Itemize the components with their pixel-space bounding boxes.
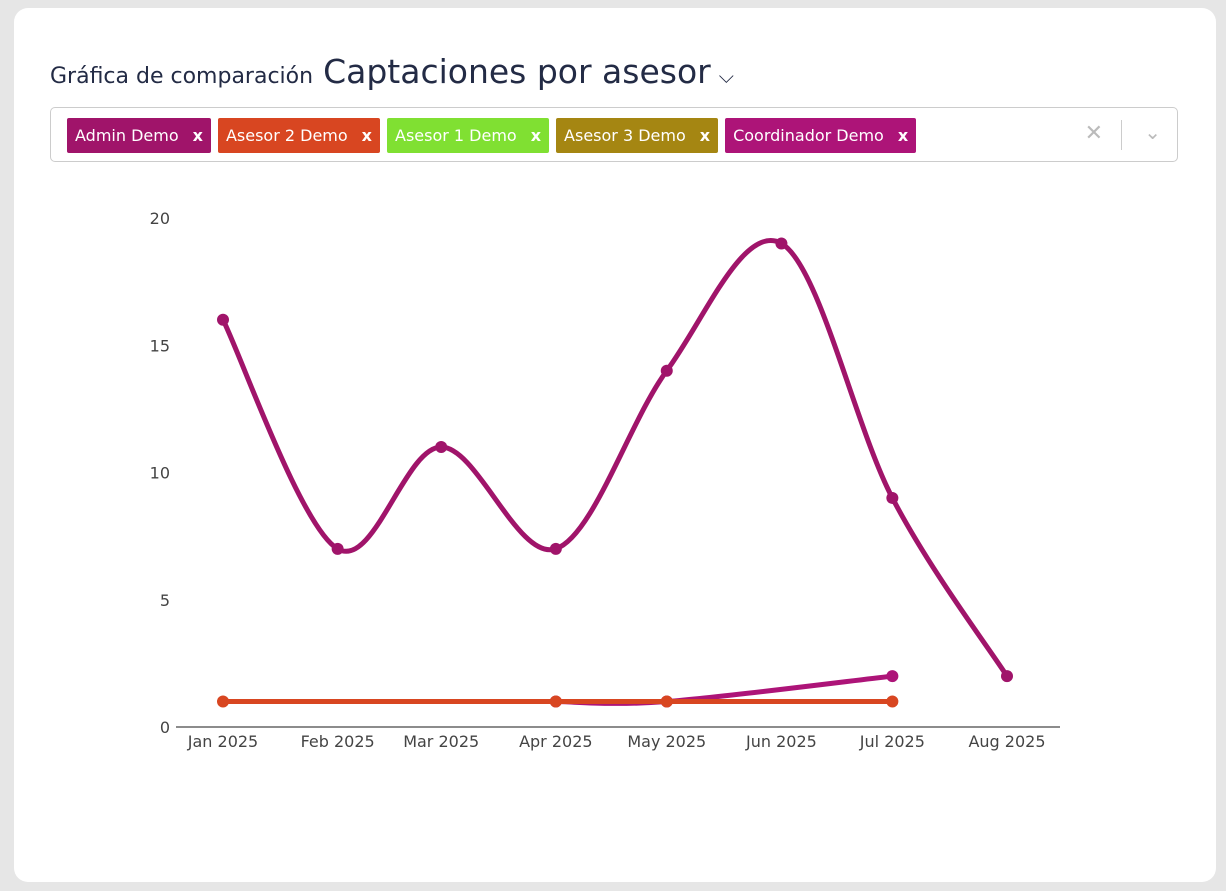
- x-tick-label: Jun 2025: [745, 732, 817, 751]
- tag-label: Coordinador Demo: [733, 126, 884, 145]
- tag-coordinador-demo: Coordinador Demo x: [725, 118, 917, 153]
- x-tick-label: Jan 2025: [187, 732, 258, 751]
- remove-tag-icon[interactable]: x: [361, 126, 372, 145]
- tag-label: Asesor 1 Demo: [395, 126, 517, 145]
- data-point[interactable]: [660, 695, 673, 708]
- data-point[interactable]: [775, 237, 788, 250]
- chart-subtitle: Gráfica de comparación: [50, 64, 314, 89]
- x-tick-label: Mar 2025: [403, 732, 479, 751]
- data-point[interactable]: [331, 542, 344, 555]
- tag-admin-demo: Admin Demo x: [67, 118, 211, 153]
- remove-tag-icon[interactable]: x: [699, 126, 711, 145]
- tag-label: Asesor 2 Demo: [225, 126, 348, 145]
- x-tick-label: Jul 2025: [859, 732, 925, 751]
- data-point[interactable]: [886, 491, 899, 504]
- tag-asesor-3-demo: Asesor 3 Demo x: [556, 118, 719, 153]
- data-point[interactable]: [1001, 670, 1013, 683]
- series-line-admin-demo: [220, 238, 1010, 678]
- tag-asesor-2-demo: Asesor 2 Demo x: [217, 118, 380, 153]
- data-point[interactable]: [660, 364, 673, 377]
- x-tick-label: Apr 2025: [519, 732, 592, 751]
- tag-label: Asesor 3 Demo: [564, 126, 686, 145]
- data-point[interactable]: [549, 695, 562, 708]
- chart-card: Gráfica de comparación Captaciones por a…: [14, 8, 1216, 882]
- divider: [1121, 120, 1122, 150]
- remove-tag-icon[interactable]: x: [530, 126, 542, 145]
- data-point[interactable]: [549, 542, 562, 555]
- remove-tag-icon[interactable]: x: [192, 126, 203, 145]
- y-tick-label: 10: [150, 464, 170, 483]
- y-tick-label: 15: [150, 336, 170, 355]
- y-tick-label: 0: [160, 718, 170, 737]
- x-tick-label: May 2025: [627, 732, 706, 751]
- data-point[interactable]: [886, 695, 899, 708]
- dropdown-chevron-icon[interactable]: ⌄: [1144, 120, 1161, 144]
- tag-asesor-1-demo: Asesor 1 Demo x: [387, 118, 550, 153]
- chart-header: Gráfica de comparación Captaciones por a…: [50, 52, 734, 91]
- advisor-multiselect[interactable]: Admin Demo x Asesor 2 Demo x Asesor 1 Demo x A…: [50, 107, 1178, 162]
- remove-tag-icon[interactable]: x: [897, 126, 909, 145]
- tag-label: Admin Demo: [75, 126, 179, 145]
- x-tick-label: Aug 2025: [968, 732, 1045, 751]
- x-tick-label: Feb 2025: [301, 732, 375, 751]
- data-point[interactable]: [435, 441, 448, 454]
- metric-selector[interactable]: Captaciones por asesor: [323, 52, 711, 91]
- y-tick-label: 5: [160, 591, 170, 610]
- clear-all-icon[interactable]: ✕: [1084, 121, 1103, 146]
- y-tick-label: 20: [150, 209, 170, 228]
- data-point[interactable]: [217, 695, 229, 708]
- chevron-down-icon[interactable]: ⌵: [718, 64, 734, 88]
- data-point[interactable]: [217, 313, 229, 326]
- data-point[interactable]: [886, 670, 899, 683]
